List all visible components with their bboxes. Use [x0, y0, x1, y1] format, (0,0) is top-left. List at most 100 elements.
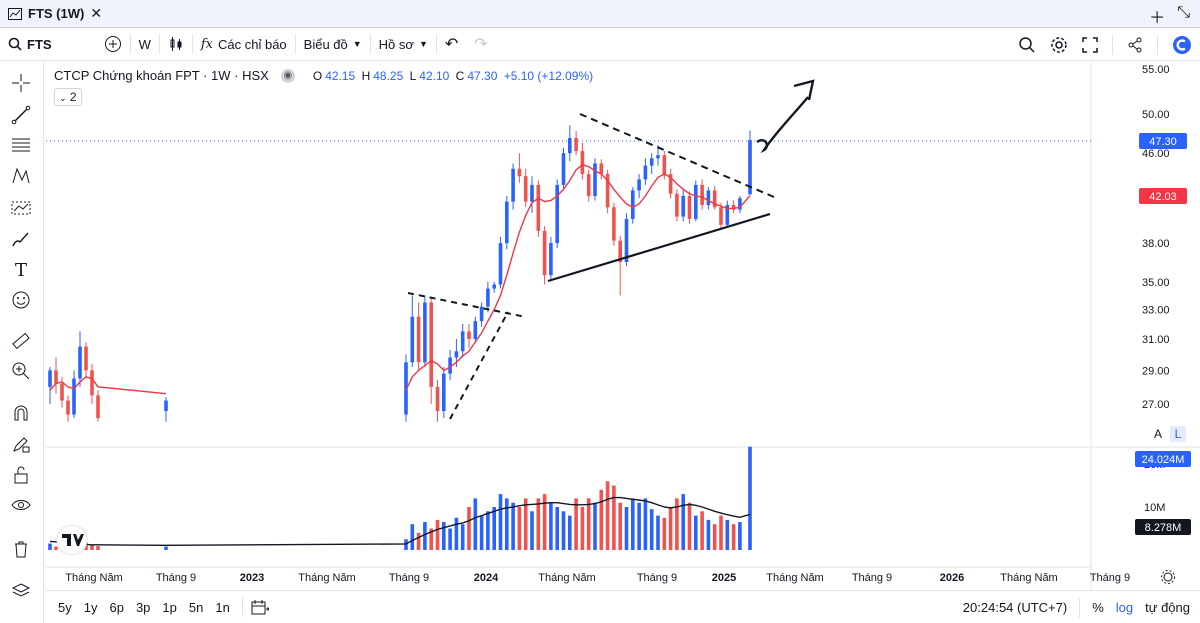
range-button-5n[interactable]: 5n	[188, 599, 204, 615]
moving-average-layer	[49, 163, 751, 395]
zoom-tool[interactable]	[10, 360, 32, 382]
time-tick-label: Tháng Năm	[1000, 572, 1057, 584]
brush-tool[interactable]	[10, 228, 32, 250]
range-button-6p[interactable]: 6p	[109, 599, 124, 615]
candle	[410, 295, 415, 368]
chart-canvas[interactable]: 55.00 50.00 46.00 38.00 35.00 33.00 31.00 29.00…	[46, 62, 1200, 590]
candle	[649, 153, 654, 175]
pattern-tool[interactable]	[10, 165, 32, 187]
time-axis[interactable]: Tháng Năm Tháng 9 2023 Tháng Năm Tháng 9 2024…	[65, 572, 1130, 584]
price-tick-label: 46.00	[1142, 148, 1170, 160]
lock-tool[interactable]	[10, 464, 32, 486]
magnet-tool[interactable]	[10, 402, 32, 424]
date-range-calendar-icon[interactable]	[251, 599, 269, 615]
indicators-label: Các chỉ báo	[218, 36, 287, 52]
close-icon[interactable]: ✕	[90, 5, 103, 21]
range-button-1n[interactable]: 1n	[215, 599, 230, 615]
candle	[738, 195, 742, 214]
eye-icon[interactable]: ◉	[280, 68, 295, 83]
user-drawings[interactable]	[407, 79, 815, 420]
candle	[675, 189, 679, 222]
emoji-tool[interactable]	[10, 289, 32, 311]
chart-menu-button[interactable]: Biểu đồ ▼	[296, 28, 370, 61]
range-button-1p[interactable]: 1p	[162, 599, 177, 615]
toolbar-separator	[294, 34, 296, 54]
candle	[90, 363, 94, 404]
volume-bar	[48, 543, 52, 550]
range-button-3p[interactable]: 3p	[135, 599, 151, 615]
toolbar-right	[1018, 28, 1192, 61]
share-icon[interactable]	[1127, 37, 1143, 53]
range-button-1y[interactable]: 1y	[83, 599, 98, 615]
timescale-settings-icon[interactable]	[1161, 570, 1175, 584]
fib-tool[interactable]	[10, 134, 32, 156]
range-button-5y[interactable]: 5y	[58, 599, 72, 615]
prediction-tool[interactable]	[10, 197, 32, 219]
symbol-description[interactable]: CTCP Chứng khoán FPT · 1W · HSX	[54, 68, 269, 83]
undo-button[interactable]: ↶	[437, 28, 466, 61]
volume-axis[interactable]: 20M10M	[1144, 459, 1165, 514]
log-scale-button[interactable]: L	[1170, 426, 1186, 442]
percent-toggle[interactable]: %	[1092, 600, 1104, 615]
volume-bar	[675, 498, 679, 550]
candle	[580, 143, 585, 180]
chart-legend: CTCP Chứng khoán FPT · 1W · HSX ◉ O 42.15…	[54, 68, 596, 83]
volume-bar	[96, 546, 100, 550]
volume-bar	[523, 498, 528, 550]
candle	[618, 235, 622, 296]
remove-drawings-tool[interactable]	[10, 538, 32, 560]
volume-bar	[555, 507, 559, 550]
change-value: +5.10 (+12.09%)	[503, 68, 594, 83]
symbol-search-button[interactable]: FTS	[0, 28, 60, 61]
crosshair-tool[interactable]	[10, 72, 32, 94]
text-tool[interactable]: T	[10, 259, 32, 281]
lower-trendline-2023[interactable]	[449, 311, 509, 420]
interval-label: W	[138, 36, 151, 52]
collapse-icon[interactable]: ⤡	[1177, 4, 1190, 21]
breakout-arrow[interactable]	[756, 96, 809, 154]
object-tree-tool[interactable]	[10, 580, 32, 602]
lower-triangle-trendline[interactable]	[547, 212, 771, 283]
legend-collapse-button[interactable]: ⌄ 2	[54, 88, 82, 106]
gear-icon[interactable]	[1050, 36, 1068, 54]
chart-style-button[interactable]	[160, 28, 192, 61]
price-axis[interactable]: 55.00 50.00 46.00 38.00 35.00 33.00 31.00 29.00…	[1142, 64, 1170, 411]
interval-button[interactable]: W	[131, 28, 159, 61]
profile-menu-button[interactable]: Hồ sơ ▼	[371, 28, 436, 61]
redo-button[interactable]: ↷	[466, 28, 495, 61]
trend-line-tool[interactable]	[10, 104, 32, 126]
chart-area[interactable]: 55.00 50.00 46.00 38.00 35.00 33.00 31.00 29.00…	[46, 62, 1200, 623]
candle	[473, 316, 478, 343]
candle	[48, 367, 52, 404]
fullscreen-icon[interactable]	[1082, 36, 1098, 53]
trend-line-icon	[11, 105, 31, 125]
volume-bar	[738, 522, 742, 550]
measure-tool[interactable]	[10, 330, 32, 352]
candle	[448, 349, 452, 381]
log-toggle[interactable]: log	[1115, 600, 1134, 615]
arrow-head[interactable]	[793, 79, 815, 101]
price-tick-label: 35.00	[1142, 277, 1170, 289]
tradingview-logo[interactable]	[56, 524, 88, 556]
undo-icon: ↶	[444, 36, 459, 53]
clock-time[interactable]: 20:24:54 (UTC+7)	[962, 600, 1068, 615]
volume-bar	[694, 515, 698, 550]
upper-trendline-2023[interactable]	[407, 292, 527, 318]
volume-bar	[687, 502, 692, 550]
time-tick-label: Tháng 9	[852, 572, 892, 584]
add-tab-icon[interactable]: ＋	[1149, 10, 1166, 27]
auto-toggle[interactable]: tự động	[1145, 600, 1190, 615]
indicators-button[interactable]: fx Các chỉ báo	[193, 28, 295, 61]
visibility-tool[interactable]	[10, 494, 32, 516]
compare-button[interactable]	[96, 28, 130, 61]
candle	[416, 302, 421, 371]
candle	[498, 236, 503, 289]
candle	[404, 354, 408, 422]
quick-search-icon[interactable]	[1018, 36, 1036, 54]
magnet-icon	[14, 405, 28, 421]
candle	[731, 200, 736, 214]
lock-drawing-tool[interactable]	[10, 433, 32, 455]
volume-bar	[662, 517, 667, 550]
pencil-lock-icon	[13, 437, 30, 453]
auto-scale-button[interactable]: A	[1153, 427, 1162, 441]
